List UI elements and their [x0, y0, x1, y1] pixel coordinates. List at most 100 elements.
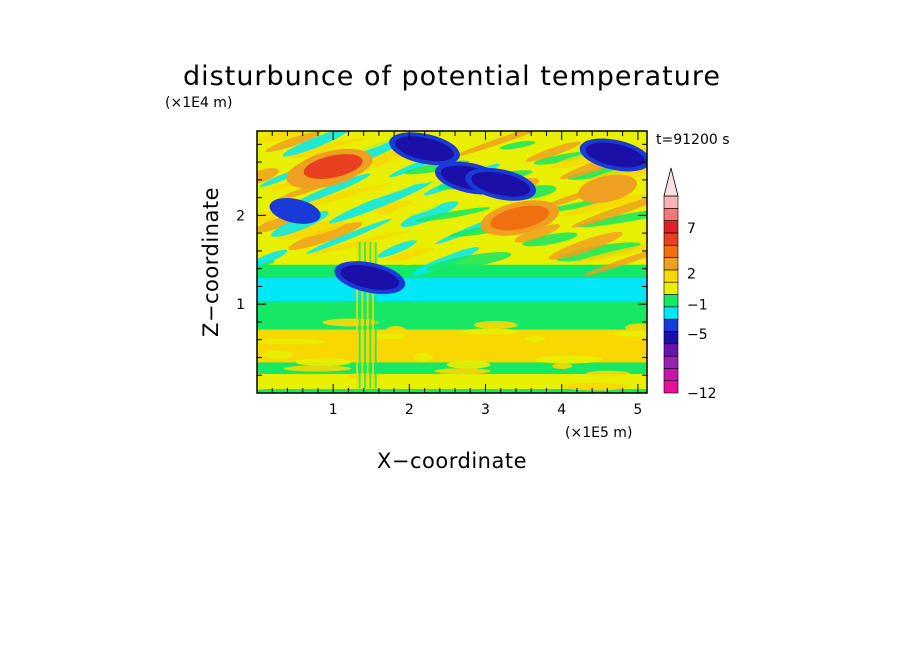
contour-streak-40: [499, 140, 536, 150]
feature-1: [293, 148, 373, 185]
contour-streak-34: [328, 180, 433, 224]
contour-band-0: [257, 388, 647, 393]
x-tick-label: 2: [405, 402, 414, 418]
contour-streak-62: [318, 180, 419, 211]
low-streak-22: [612, 330, 647, 337]
contour-streak-28: [583, 240, 647, 277]
feature-5: [465, 167, 537, 201]
low-streak-11: [624, 323, 647, 332]
plume-line-3: [364, 242, 367, 389]
contour-streak-16: [312, 230, 410, 255]
contour-streak-56: [573, 240, 647, 264]
colorbar-swatch-9: [663, 269, 679, 283]
colorbar-swatch-6: [663, 306, 679, 320]
x-tick-label: 5: [633, 402, 642, 418]
contour-streak-30: [522, 232, 578, 247]
contour-streak-29: [377, 240, 417, 258]
contour-streak-5: [578, 207, 647, 228]
contour-streak-3: [288, 222, 363, 250]
contour-streak-60: [415, 207, 491, 222]
low-streak-19: [283, 365, 352, 372]
contour-streak-21: [301, 184, 389, 207]
low-streak-2: [446, 360, 491, 369]
low-streak-9: [395, 348, 464, 353]
colorbar-swatch-7: [663, 294, 679, 308]
plume-line-1: [358, 242, 361, 389]
low-streak-24: [422, 375, 491, 380]
contour-streak-19: [400, 201, 459, 228]
y-axis-label: Z−coordinate: [199, 187, 223, 337]
colorbar-extend-arrow: [663, 167, 679, 197]
contour-field: [257, 131, 647, 393]
contour-streak-6: [374, 201, 414, 215]
low-streak-25: [552, 363, 573, 370]
plume-line-4: [366, 242, 369, 389]
y-scale-label: (×1E4 m): [165, 95, 232, 111]
contour-band-5: [257, 300, 647, 319]
contour-streak-53: [525, 141, 581, 162]
low-streak-15: [274, 346, 295, 351]
contour-streak-49: [294, 173, 371, 206]
y-axis: 12: [236, 143, 647, 376]
x-tick-label: 4: [557, 402, 566, 418]
colorbar-label: −1: [687, 297, 708, 313]
colorbar-swatch-4: [663, 331, 679, 345]
colorbar-label: −5: [687, 327, 708, 343]
contour-streak-58: [514, 224, 561, 243]
x-tick-label: 3: [481, 402, 490, 418]
low-streak-29: [561, 382, 630, 391]
contour-streak-44: [305, 218, 392, 254]
low-streak-3: [546, 351, 603, 356]
low-streak-4: [257, 338, 325, 345]
contour-streak-13: [265, 131, 321, 153]
contour-streak-43: [548, 231, 623, 260]
contour-band-6: [257, 277, 647, 302]
colorbar-swatch-12: [663, 232, 679, 246]
plot-frame: [256, 130, 648, 394]
low-streak-10: [525, 336, 546, 343]
colorbar-swatch-1: [663, 368, 679, 381]
contour-streak-2: [531, 235, 594, 256]
contour-streak-41: [257, 131, 305, 143]
low-streak-6: [485, 383, 518, 388]
y-tick-label: 2: [236, 208, 245, 224]
low-streak-0: [257, 385, 267, 390]
contour-streak-68: [453, 131, 556, 158]
feature-9: [334, 261, 406, 295]
colorbar-swatch-13: [663, 220, 679, 234]
contour-streak-69: [257, 249, 288, 268]
feature-7: [480, 200, 560, 236]
low-streak-13: [434, 368, 491, 375]
contour-streak-55: [426, 252, 512, 272]
contour-band-2: [257, 361, 647, 374]
contour-streak-42: [402, 245, 464, 266]
low-streak-28: [461, 328, 518, 335]
contour-band-4: [257, 318, 647, 330]
low-streak-7: [585, 370, 630, 377]
y-tick-label: 1: [236, 297, 245, 313]
feature-8: [577, 174, 637, 203]
contour-streak-23: [257, 168, 279, 185]
contour-streak-61: [561, 194, 647, 216]
colorbar-swatch-2: [663, 355, 679, 369]
feature-layer: [269, 132, 647, 295]
x-axis-label: X−coordinate: [377, 449, 527, 473]
colorbar: −12−5−127: [663, 167, 717, 402]
contour-streak-33: [571, 194, 647, 228]
contour-streak-12: [508, 144, 552, 158]
plume-line-0: [356, 242, 359, 389]
colorbar-swatch-3: [663, 343, 679, 357]
colorbar-label: 7: [687, 221, 696, 237]
contour-streak-26: [289, 138, 368, 159]
feature-6: [579, 138, 647, 172]
colorbar-label: −12: [687, 386, 717, 402]
low-streak-16: [373, 333, 406, 340]
low-streak-17: [473, 320, 518, 329]
feature-3: [389, 132, 460, 166]
colorbar-swatch-10: [663, 257, 679, 271]
colorbar-swatch-0: [663, 380, 679, 394]
contour-streak-47: [390, 198, 443, 218]
low-streak-18: [573, 378, 630, 383]
x-scale-label: (×1E5 m): [565, 425, 632, 441]
